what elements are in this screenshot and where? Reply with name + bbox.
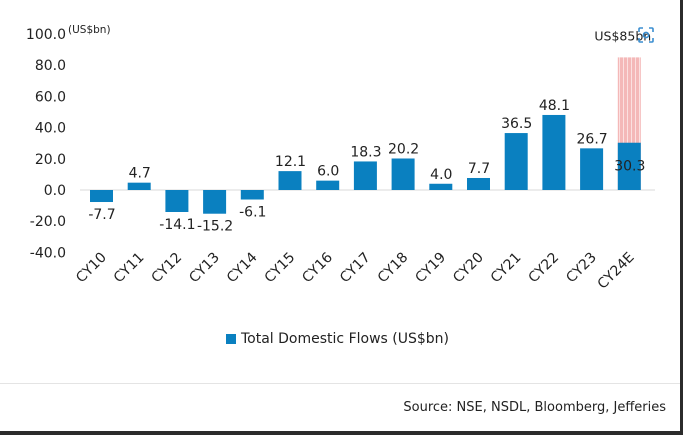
y-tick-label: 60.0: [35, 89, 66, 105]
x-tick-label: CY20: [450, 250, 487, 287]
bar-cy16: [316, 180, 340, 190]
y-tick-label: 100.0: [26, 27, 66, 43]
data-label: -15.2: [197, 219, 233, 235]
x-tick-label: CY17: [337, 250, 374, 287]
legend: Total Domestic Flows (US$bn): [226, 331, 449, 347]
data-label: 48.1: [539, 98, 570, 114]
divider: [0, 383, 680, 384]
x-tick-label: CY18: [375, 250, 412, 287]
bar-cy20: [467, 177, 490, 190]
legend-swatch: [226, 334, 236, 344]
bar-cy22: [542, 114, 566, 190]
x-tick-label: CY24E: [595, 250, 638, 293]
data-label: -7.7: [88, 207, 115, 223]
data-label: 36.5: [501, 116, 532, 132]
bar-cy18: [391, 158, 415, 190]
y-tick-label: 40.0: [35, 121, 66, 137]
y-tick-label: 20.0: [35, 152, 66, 168]
x-tick-label: CY22: [526, 250, 563, 287]
bar-cy17: [353, 161, 377, 190]
x-tick-label: CY10: [73, 250, 110, 287]
x-tick-label: CY19: [412, 250, 449, 287]
data-label: 4.7: [129, 166, 151, 182]
x-tick-label: CY16: [299, 249, 336, 286]
x-tick-label: CY13: [186, 250, 223, 287]
data-label: 7.7: [468, 161, 490, 177]
data-label: 30.3: [614, 159, 645, 175]
bar-cy11: [127, 182, 151, 190]
bar-cy19: [429, 183, 453, 190]
data-label: 6.0: [317, 164, 339, 180]
y-tick-label: -20.0: [30, 214, 66, 230]
data-label: -14.1: [159, 217, 195, 233]
bar-chart: 100.0 80.0 60.0 40.0 20.0 0.0 -20.0 -40.0 (US$bn…: [26, 24, 655, 293]
y-tick-label: 0.0: [44, 183, 66, 199]
data-label: 20.2: [388, 141, 419, 157]
x-tick-label: CY21: [488, 250, 525, 287]
bar-cy24e: [617, 142, 641, 190]
data-label: 4.0: [430, 167, 452, 183]
bar-cy14: [240, 190, 264, 200]
data-label: 12.1: [275, 154, 306, 170]
y-tick-label: 80.0: [35, 58, 66, 74]
lens-scan-icon[interactable]: [637, 26, 655, 44]
x-tick-label: CY12: [149, 250, 186, 287]
y-axis-unit-label: (US$bn): [68, 24, 111, 36]
bar-cy13: [203, 190, 227, 214]
data-label: -6.1: [239, 205, 266, 221]
projection-label: US$85bn: [594, 28, 651, 43]
x-tick-label: CY14: [224, 249, 261, 286]
bar-cy10: [90, 190, 113, 203]
y-tick-label: -40.0: [30, 245, 66, 261]
bar-cy12: [165, 190, 189, 212]
data-label: 18.3: [350, 144, 381, 160]
x-tick-label: CY11: [111, 250, 148, 287]
bar-cy21: [504, 133, 528, 190]
legend-label: Total Domestic Flows (US$bn): [241, 331, 449, 347]
x-tick-label: CY15: [262, 250, 299, 287]
source-note: Source: NSE, NSDL, Bloomberg, Jefferies: [403, 400, 666, 415]
bar-cy23: [580, 148, 604, 190]
data-label: 26.7: [577, 131, 608, 147]
bar-cy15: [278, 171, 302, 190]
